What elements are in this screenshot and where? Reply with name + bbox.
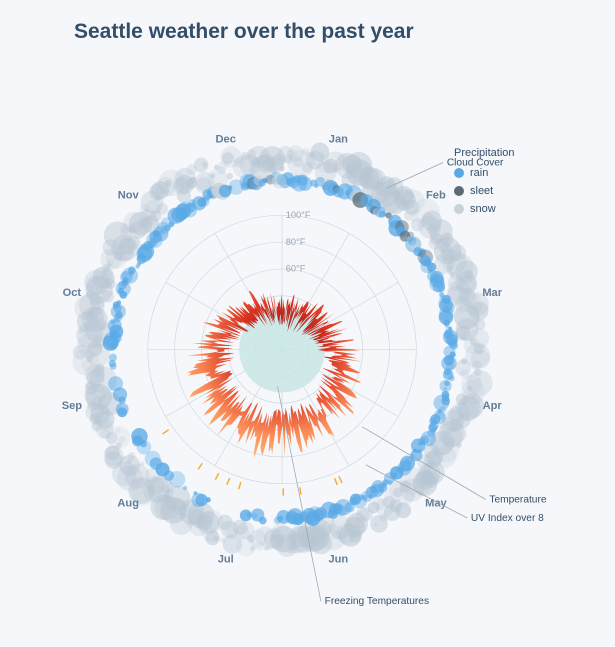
svg-text:60°F: 60°F <box>286 264 306 274</box>
month-label: Apr <box>483 400 503 412</box>
month-label: Mar <box>482 287 502 299</box>
month-label: Dec <box>216 133 236 145</box>
month-label: Aug <box>117 497 139 509</box>
radial-chart: 20°F60°F80°F100°FJanFebMarAprMayJunJulAu… <box>0 44 615 643</box>
uv-ticks <box>163 430 342 496</box>
page-title: Seattle weather over the past year <box>0 0 615 44</box>
svg-text:80°F: 80°F <box>286 237 306 247</box>
month-label: Jan <box>329 133 348 145</box>
month-label: May <box>425 497 447 509</box>
month-label: Feb <box>426 190 446 202</box>
month-label: Sep <box>62 400 83 412</box>
month-label: Nov <box>118 190 140 202</box>
uv-label: UV Index over 8 <box>471 513 544 524</box>
month-label: Oct <box>63 287 82 299</box>
month-label: Jun <box>328 554 348 566</box>
cloud-cover-label: Cloud Cover <box>447 157 504 168</box>
month-label: Jul <box>218 554 234 566</box>
freezing-label: Freezing Temperatures <box>325 596 429 607</box>
temperature-label: Temperature <box>489 494 546 505</box>
svg-text:100°F: 100°F <box>286 210 311 220</box>
